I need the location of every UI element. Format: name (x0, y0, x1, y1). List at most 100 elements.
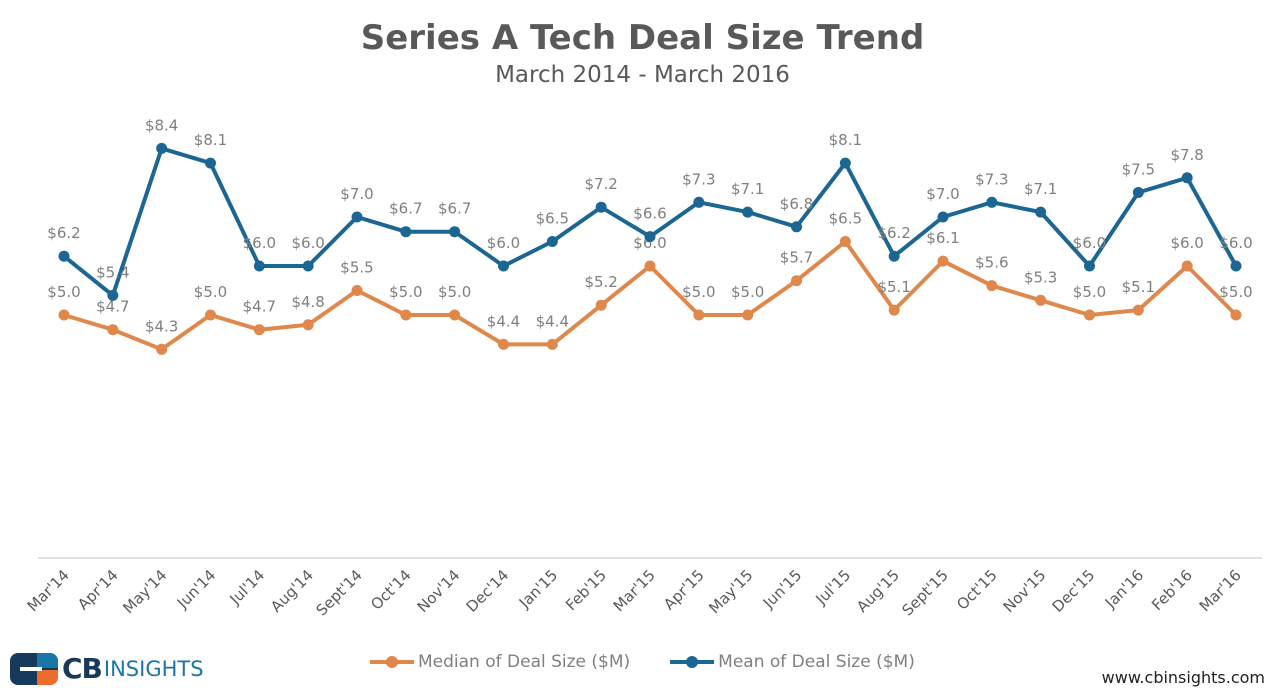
data-label: $7.3 (682, 170, 715, 188)
x-tick-label: Oct'15 (953, 566, 1000, 613)
x-tick-label: Sept'15 (899, 566, 952, 619)
data-point (351, 211, 363, 223)
data-label: $5.5 (340, 259, 373, 277)
legend: Median of Deal Size ($M) Mean of Deal Si… (370, 652, 915, 672)
x-tick-label: Dec'14 (463, 566, 513, 616)
data-point (839, 236, 851, 247)
data-label: $5.0 (194, 283, 227, 301)
data-label: $5.4 (96, 263, 129, 281)
data-point (791, 221, 802, 233)
data-label: $7.3 (975, 170, 1008, 188)
data-label: $5.2 (584, 273, 617, 291)
x-tick-label: Nov'14 (414, 566, 464, 616)
data-point (302, 319, 314, 331)
x-tick-label: Aug'15 (853, 566, 903, 616)
x-tick-label: Feb'16 (1148, 566, 1196, 614)
data-label: $4.7 (243, 298, 276, 316)
data-point (742, 206, 754, 218)
x-tick-label: May'14 (119, 566, 170, 617)
x-tick-label: Jul'15 (812, 566, 855, 609)
data-label: $6.2 (877, 224, 910, 242)
x-tick-label: Jan'16 (1101, 566, 1147, 612)
data-label: $6.8 (780, 195, 813, 213)
data-point (1132, 304, 1144, 316)
data-label: $6.0 (487, 234, 520, 252)
data-label: $6.0 (633, 234, 666, 252)
x-tick-label: Jan'15 (515, 566, 561, 612)
data-point (400, 309, 412, 321)
x-tick-label: Nov'15 (1000, 566, 1050, 616)
data-label: $5.0 (47, 283, 80, 301)
data-point (937, 211, 949, 223)
data-point (58, 309, 70, 321)
data-label: $7.1 (1024, 180, 1057, 198)
data-point (205, 309, 216, 321)
data-point (791, 275, 802, 287)
data-label: $6.7 (389, 200, 422, 218)
data-point (937, 255, 949, 267)
data-label: $6.5 (829, 210, 862, 228)
cb-insights-logo: CB INSIGHTS (10, 652, 204, 685)
data-point (1084, 309, 1095, 321)
data-point (644, 231, 656, 243)
data-label: $5.1 (1122, 278, 1155, 296)
data-label: $5.1 (877, 278, 910, 296)
legend-item-mean: Mean of Deal Size ($M) (670, 652, 915, 672)
data-point (1035, 294, 1047, 306)
data-label: $5.6 (975, 254, 1008, 272)
data-label: $6.2 (47, 224, 80, 242)
data-point (449, 226, 461, 238)
data-label: $6.0 (291, 234, 324, 252)
data-point (1035, 206, 1047, 218)
data-label: $5.0 (682, 283, 715, 301)
data-point (1084, 260, 1095, 272)
data-label: $5.0 (1219, 283, 1252, 301)
data-label: $5.0 (731, 283, 764, 301)
logo-cb-text: CB (62, 652, 103, 685)
x-tick-label: Dec'15 (1049, 566, 1099, 616)
legend-item-median: Median of Deal Size ($M) (370, 652, 630, 672)
data-point (400, 226, 412, 238)
data-point (498, 338, 509, 350)
data-point (595, 299, 607, 311)
series-line (63, 239, 1238, 352)
data-point (1132, 187, 1144, 198)
x-tick-label: Sept'14 (313, 566, 366, 619)
data-label: $5.3 (1024, 268, 1057, 286)
data-label: $6.0 (1073, 234, 1106, 252)
data-label: $6.6 (633, 205, 666, 223)
data-label: $4.8 (291, 293, 324, 311)
x-tick-label: Mar'16 (1196, 566, 1245, 615)
data-label: $6.0 (243, 234, 276, 252)
data-label: $7.1 (731, 180, 764, 198)
data-point (839, 157, 851, 169)
data-label: $7.2 (584, 175, 617, 193)
data-point (205, 157, 216, 169)
data-label: $4.4 (536, 312, 569, 330)
chart-title: Series A Tech Deal Size Trend (360, 18, 925, 58)
data-point (1181, 172, 1193, 184)
data-label: $6.0 (1170, 234, 1203, 252)
x-tick-label: Jul'14 (226, 566, 269, 609)
data-label: $7.5 (1122, 161, 1155, 179)
series-median: $5.0 $4.7 $4.3 $5.0 $4.7 $4.8 $5.5 $5.0 $5.0 $4.4… (47, 210, 1253, 355)
legend-swatch-mean (670, 656, 715, 668)
data-point (644, 260, 656, 272)
data-point (156, 343, 168, 355)
data-point (546, 338, 558, 350)
data-label: $6.7 (438, 200, 471, 218)
data-point (498, 260, 509, 272)
x-tick-label: Mar'14 (24, 566, 73, 615)
data-point (888, 304, 900, 316)
data-point (449, 309, 461, 321)
data-label: $5.7 (780, 249, 813, 267)
data-label: $6.0 (1219, 234, 1252, 252)
data-label: $6.5 (536, 210, 569, 228)
data-point (693, 196, 705, 208)
data-point (58, 250, 70, 262)
data-point (742, 309, 754, 321)
x-tick-label: Oct'14 (367, 566, 414, 613)
data-label: $8.1 (194, 131, 227, 149)
data-label: $7.0 (340, 185, 373, 203)
